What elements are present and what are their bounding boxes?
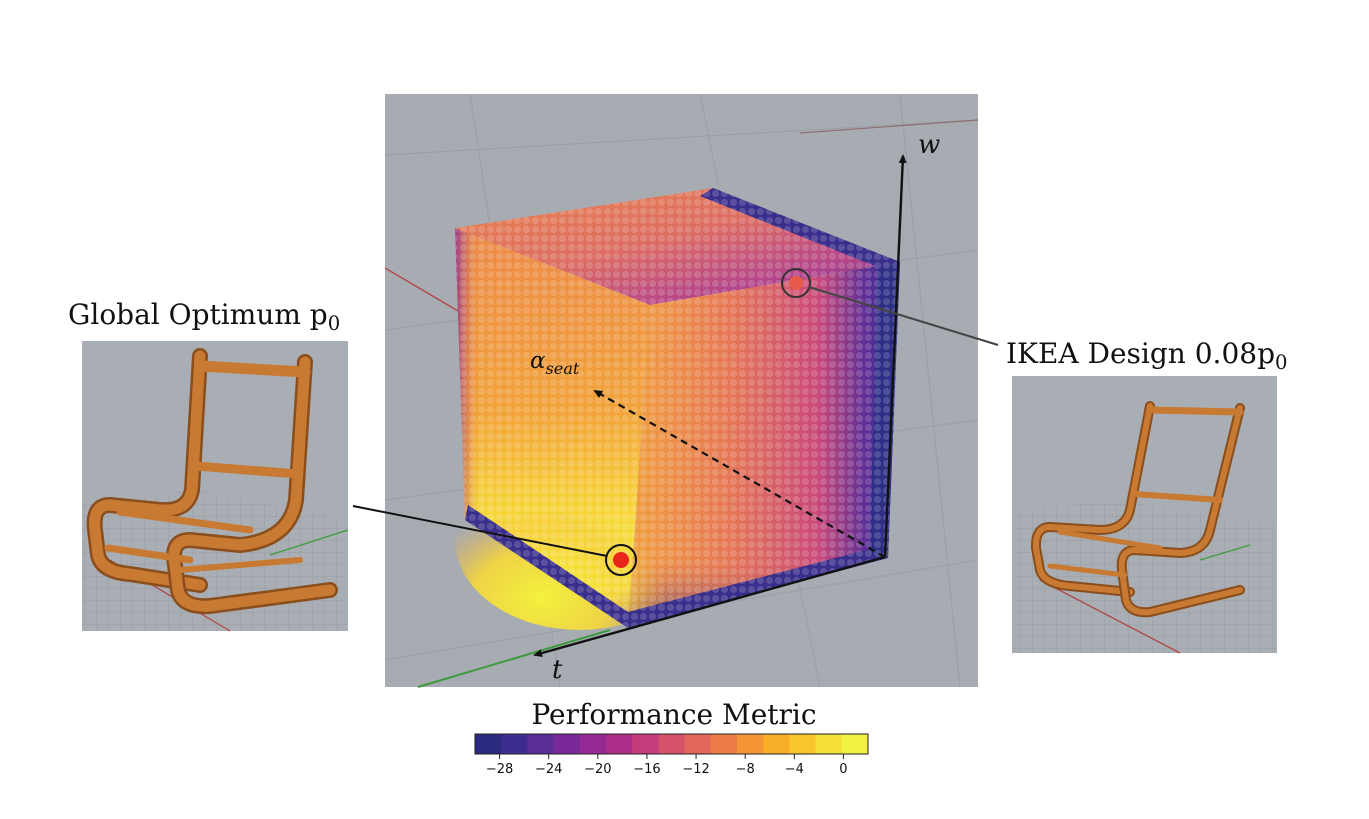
y-axis-green-line (417, 629, 611, 688)
colorbar-swatch (606, 734, 633, 754)
colorbar-tick-label: 0 (839, 762, 847, 777)
colorbar-swatches (475, 734, 869, 754)
ikea-design-panel: IKEA Design 0.08p0 (1006, 337, 1287, 654)
ikea-design-leader (808, 286, 999, 346)
colorbar-swatch (763, 734, 790, 754)
global-optimum-marker (605, 544, 637, 576)
colorbar-swatch (553, 734, 581, 754)
x-axis-red-line (384, 267, 471, 319)
colorbar-tick-label: −16 (633, 762, 660, 777)
performance-cube (455, 188, 900, 630)
floor-green-axis (269, 529, 349, 556)
w-axis-label: w (918, 130, 940, 160)
colorbar-swatch (501, 734, 528, 754)
colorbar-tick-label: −20 (584, 762, 611, 777)
colorbar-title: Performance Metric (531, 698, 816, 731)
alpha-seat-axis-arrow (593, 390, 886, 558)
colorbar-tick-label: −28 (486, 762, 513, 777)
colorbar-frame (474, 733, 869, 755)
t-axis-label: t (552, 655, 563, 685)
colorbar-swatch (710, 734, 738, 754)
floor-red-axis (1039, 579, 1181, 654)
colorbar-tick-label: −12 (682, 762, 709, 777)
ikea-design-marker (781, 268, 811, 298)
colorbar: Performance Metric −28 −24 −20 −16 −12 −8 −4 0 (474, 698, 869, 777)
global-optimum-label: Global Optimum p0 (68, 298, 340, 335)
colorbar-swatch (841, 734, 869, 754)
ikea-design-chair-icon (1030, 401, 1245, 618)
design-space-viewport: w t αseat (384, 93, 979, 688)
colorbar-tick-label: −8 (736, 762, 755, 777)
colorbar-swatch (684, 734, 712, 754)
colorbar-ticks: −28 −24 −20 −16 −12 −8 −4 0 (486, 754, 848, 777)
colorbar-swatch (737, 734, 764, 754)
floor-green-axis (1199, 544, 1251, 561)
colorbar-swatch (527, 734, 555, 754)
global-optimum-panel: Global Optimum p0 (68, 298, 349, 632)
colorbar-swatch (658, 734, 686, 754)
t-axis-arrow (533, 555, 886, 657)
global-optimum-chair-icon (86, 348, 338, 615)
colorbar-swatch (632, 734, 659, 754)
colorbar-swatch (815, 734, 843, 754)
cube-dot-texture (455, 188, 900, 628)
ikea-design-label: IKEA Design 0.08p0 (1006, 337, 1287, 374)
w-axis-arrow (883, 154, 907, 558)
colorbar-swatch (789, 734, 817, 754)
x-axis-red-line-far (799, 119, 979, 134)
colorbar-swatch (475, 734, 502, 754)
alpha-seat-axis-label: αseat (530, 348, 580, 378)
global-optimum-leader (352, 505, 608, 557)
colorbar-tick-label: −24 (535, 762, 562, 777)
colorbar-swatch (579, 734, 607, 754)
colorbar-tick-label: −4 (785, 762, 804, 777)
